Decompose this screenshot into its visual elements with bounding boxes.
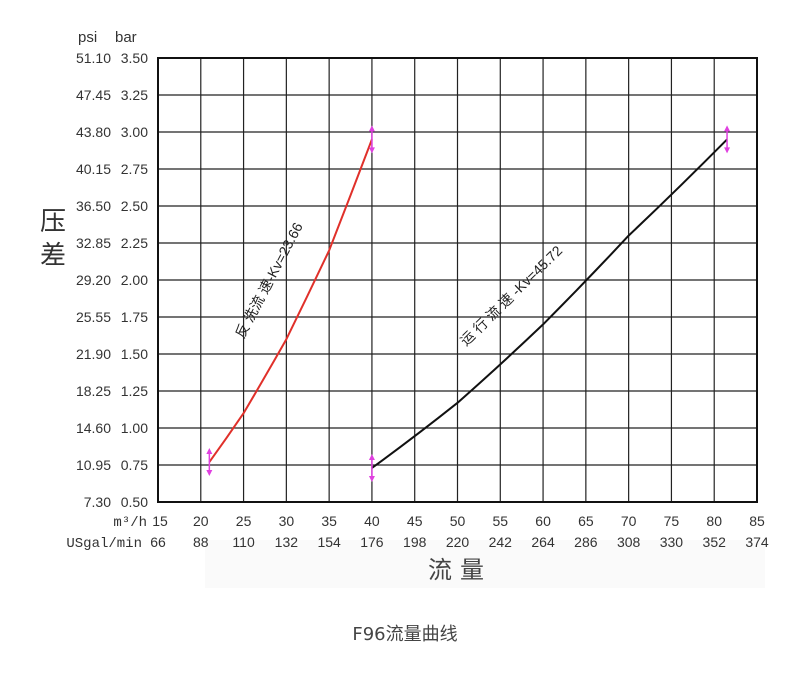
x-tick: 25 bbox=[236, 513, 252, 529]
plot-frame bbox=[157, 57, 758, 503]
y-unit-psi: psi bbox=[78, 29, 97, 46]
x-tick: 30 bbox=[279, 513, 295, 529]
footer-band bbox=[205, 540, 765, 588]
x-tick-secondary: 308 bbox=[617, 534, 641, 550]
y-tick-psi: 10.95 bbox=[76, 457, 111, 473]
y-tick-bar: 1.50 bbox=[121, 346, 148, 362]
x-axis-label: 流量 bbox=[428, 556, 492, 584]
x-tick-secondary: 132 bbox=[275, 534, 299, 550]
x-tick: 60 bbox=[535, 513, 551, 529]
x-tick-secondary: 352 bbox=[703, 534, 727, 550]
x-tick: 85 bbox=[749, 513, 765, 529]
y-tick-bar: 0.50 bbox=[121, 494, 148, 510]
y-tick-bar: 0.75 bbox=[121, 457, 148, 473]
chart: 0.50 7.30 0.75 10.95 1.00 14.60 1.25 18.25 1.50 2… bbox=[40, 29, 769, 584]
y-tick-bar: 2.00 bbox=[121, 272, 148, 288]
x-tick: 40 bbox=[364, 513, 380, 529]
y-tick-psi: 47.45 bbox=[76, 87, 111, 103]
y-tick-bar: 3.25 bbox=[121, 87, 148, 103]
x-tick: 75 bbox=[664, 513, 680, 529]
x-tick: 55 bbox=[492, 513, 508, 529]
x-tick-secondary: 264 bbox=[531, 534, 555, 550]
series-label-2: 运 行 流 速 -Kv=45.72 bbox=[457, 242, 565, 348]
x-tick: 15 bbox=[152, 513, 168, 529]
y-tick-psi: 7.30 bbox=[84, 494, 111, 510]
x-unit-primary: m³/h bbox=[113, 515, 147, 531]
x-tick: 50 bbox=[450, 513, 466, 529]
x-tick-secondary: 242 bbox=[489, 534, 513, 550]
y-tick-bar: 2.75 bbox=[121, 161, 148, 177]
y-tick-bar: 2.25 bbox=[121, 235, 148, 251]
x-tick-secondary: 176 bbox=[360, 534, 384, 550]
x-tick-secondary: 374 bbox=[745, 534, 769, 550]
y-tick-bar: 3.50 bbox=[121, 50, 148, 66]
x-tick-secondary: 66 bbox=[150, 534, 166, 550]
y-tick-bar: 3.00 bbox=[121, 124, 148, 140]
x-tick: 70 bbox=[621, 513, 637, 529]
y-tick-bar: 1.75 bbox=[121, 309, 148, 325]
y-tick-psi: 18.25 bbox=[76, 383, 111, 399]
y-axis-label: 差 bbox=[40, 241, 66, 271]
y-tick-psi: 32.85 bbox=[76, 235, 111, 251]
y-tick-bar: 2.50 bbox=[121, 198, 148, 214]
y-tick-psi: 25.55 bbox=[76, 309, 111, 325]
x-tick: 80 bbox=[706, 513, 722, 529]
x-unit-secondary: USgal/min bbox=[66, 536, 142, 552]
x-tick: 35 bbox=[321, 513, 337, 529]
x-tick-secondary: 286 bbox=[574, 534, 598, 550]
series-line-2 bbox=[371, 138, 728, 469]
y-tick-psi: 43.80 bbox=[76, 124, 111, 140]
y-tick-psi: 51.10 bbox=[76, 50, 111, 66]
figure-caption: F96流量曲线 bbox=[352, 624, 458, 645]
y-axis-label: 压 bbox=[40, 207, 66, 237]
y-tick-psi: 14.60 bbox=[76, 420, 111, 436]
y-unit-bar: bar bbox=[115, 29, 137, 46]
y-tick-psi: 29.20 bbox=[76, 272, 111, 288]
y-tick-bar: 1.25 bbox=[121, 383, 148, 399]
y-tick-bar: 1.00 bbox=[121, 420, 148, 436]
x-tick-secondary: 88 bbox=[193, 534, 209, 550]
x-tick-secondary: 220 bbox=[446, 534, 470, 550]
x-tick: 65 bbox=[578, 513, 594, 529]
x-tick: 45 bbox=[407, 513, 423, 529]
y-tick-psi: 36.50 bbox=[76, 198, 111, 214]
x-tick: 20 bbox=[193, 513, 209, 529]
series-line-1 bbox=[208, 139, 373, 463]
x-tick-secondary: 198 bbox=[403, 534, 427, 550]
y-tick-psi: 21.90 bbox=[76, 346, 111, 362]
y-tick-psi: 40.15 bbox=[76, 161, 111, 177]
x-tick-secondary: 154 bbox=[317, 534, 341, 550]
x-tick-secondary: 110 bbox=[232, 534, 255, 550]
x-tick-secondary: 330 bbox=[660, 534, 684, 550]
